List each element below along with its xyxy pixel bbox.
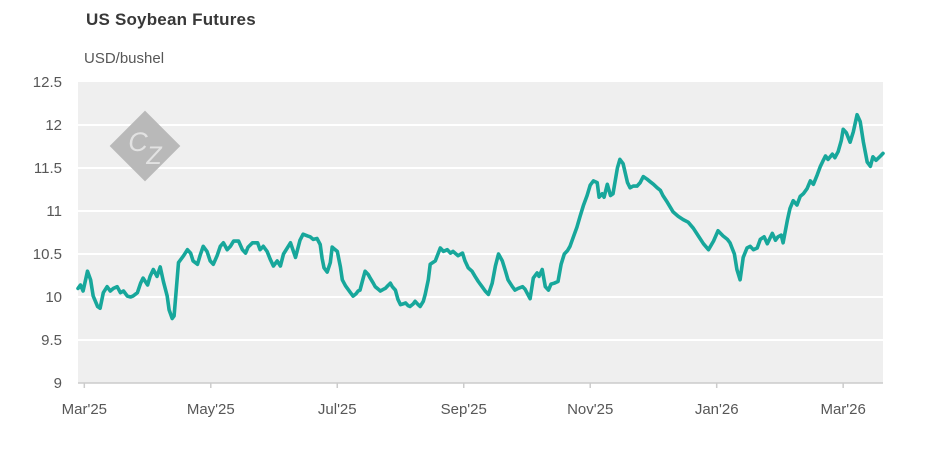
x-tick-label: Mar'26: [820, 401, 865, 418]
watermark-letter-c: C: [128, 127, 148, 157]
x-axis-labels: Mar'25 May'25 Jul'25 Sep'25 Nov'25 Jan'26 Mar'…: [62, 401, 866, 418]
price-line: [76, 112, 885, 321]
y-tick-label: 10.5: [33, 246, 62, 263]
y-tick-label: 9.5: [41, 332, 62, 349]
x-tick-label: Sep'25: [441, 401, 487, 418]
gridlines: [78, 124, 883, 341]
x-tick-label: Nov'25: [567, 401, 613, 418]
y-axis-labels: 9 9.5 10 10.5 11 11.5 12 12.5: [33, 74, 62, 392]
x-axis: [78, 382, 883, 388]
x-tick-label: Mar'25: [62, 401, 107, 418]
y-tick-label: 10: [45, 289, 62, 306]
x-tick-label: Jul'25: [318, 401, 357, 418]
y-tick-label: 11: [46, 203, 62, 220]
chart-y-unit-label: USD/bushel: [84, 50, 165, 67]
y-tick-label: 9: [54, 375, 62, 392]
watermark-letter-z: Z: [145, 142, 162, 170]
y-tick-label: 12: [45, 117, 62, 134]
x-tick-label: May'25: [187, 401, 235, 418]
y-tick-label: 12.5: [33, 74, 62, 91]
plot-area: [78, 82, 883, 383]
y-tick-label: 11.5: [34, 160, 62, 177]
x-tick-label: Jan'26: [695, 401, 739, 418]
chart-title: US Soybean Futures: [86, 10, 256, 29]
